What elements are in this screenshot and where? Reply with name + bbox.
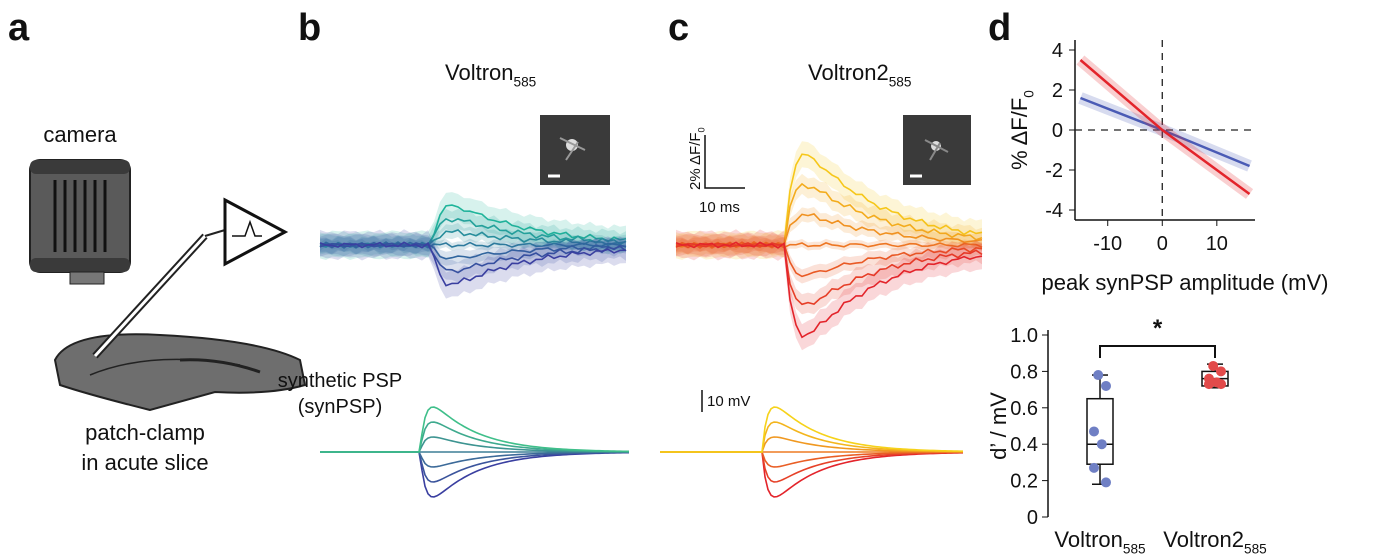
- trace: [319, 241, 627, 260]
- trace-band: [676, 173, 982, 258]
- panel-title: Voltron585: [445, 60, 536, 90]
- y-tick-label: 0: [1027, 507, 1038, 529]
- point: [1096, 439, 1107, 450]
- box: [1086, 397, 1114, 465]
- y-axis-label: % ΔF/F0: [1007, 90, 1037, 170]
- scale-dff-main: 2% ΔF/F: [687, 132, 704, 190]
- trace: [320, 451, 630, 483]
- trace: [319, 241, 627, 287]
- y-tick-label: 0.6: [1010, 398, 1038, 420]
- camera-label: camera: [43, 122, 117, 147]
- point: [1093, 370, 1104, 381]
- trace-band: [676, 232, 982, 315]
- trace: [675, 241, 983, 339]
- scale-dff-sub: 0: [697, 127, 707, 132]
- y-axis-label-main: % ΔF/F: [1007, 98, 1032, 170]
- voltron2-synpsp: [660, 406, 964, 498]
- point: [1089, 462, 1099, 473]
- y-axis-label-sub: 0: [1022, 90, 1037, 98]
- point: [1216, 379, 1226, 390]
- y-tick-label: 0.2: [1010, 471, 1038, 493]
- category-label-main: Voltron2: [1163, 527, 1244, 552]
- voltron-synpsp: [320, 406, 630, 498]
- scale-dff: 2% ΔF/F0: [687, 127, 707, 190]
- category-label-sub: 585: [1244, 542, 1267, 557]
- panel-title-main: Voltron: [445, 60, 514, 85]
- scale-time: 10 ms: [699, 199, 740, 216]
- panel-title-sub: 585: [514, 75, 537, 90]
- synpsp-label: (synPSP): [298, 396, 382, 418]
- y-tick-label: 0.8: [1010, 361, 1038, 383]
- y-tick-label: -4: [1045, 200, 1063, 222]
- y-tick-label: 0: [1052, 120, 1063, 142]
- trace: [320, 421, 630, 453]
- x-tick-label: 0: [1157, 233, 1168, 255]
- category-label-main: Voltron: [1054, 527, 1123, 552]
- significance-bracket: [1099, 345, 1216, 358]
- caption: in acute slice: [81, 450, 208, 475]
- scale-mv: 10 mV: [707, 393, 750, 410]
- y-tick-label: 0.4: [1010, 434, 1038, 456]
- trace: [320, 406, 630, 453]
- panel-title-sub: 585: [889, 75, 912, 90]
- caption: patch-clamp: [85, 420, 205, 445]
- synpsp-label: synthetic PSP: [278, 370, 403, 392]
- trace-band: [676, 229, 982, 351]
- point: [1101, 380, 1111, 391]
- trace: [660, 406, 964, 453]
- panel-title-main: Voltron2: [808, 60, 889, 85]
- category-label: Voltron585: [1054, 527, 1145, 557]
- voltron-responses: [319, 192, 627, 299]
- x-tick-label: -10: [1093, 233, 1122, 255]
- trace-band: [676, 238, 982, 252]
- panel-label: d: [988, 7, 1011, 49]
- trace: [660, 421, 964, 453]
- panel-label: c: [668, 7, 689, 49]
- scale-bars: [701, 135, 745, 412]
- point: [1101, 477, 1111, 488]
- series-line: [1079, 59, 1251, 196]
- point: [1204, 379, 1214, 390]
- trace-band: [676, 141, 982, 260]
- y-tick-label: 2: [1052, 80, 1063, 102]
- panel-title: Voltron2585: [808, 60, 911, 90]
- category-label: Voltron2585: [1163, 527, 1266, 557]
- trace: [660, 451, 964, 483]
- trace: [675, 242, 983, 278]
- y-tick-label: 1.0: [1010, 325, 1038, 347]
- y-tick-label: 4: [1052, 40, 1063, 62]
- x-axis-label: peak synPSP amplitude (mV): [1042, 270, 1329, 295]
- category-label-sub: 585: [1123, 542, 1146, 557]
- x-tick-label: 10: [1206, 233, 1228, 255]
- point: [1208, 360, 1219, 371]
- cell-image: [540, 115, 971, 185]
- point: [1089, 426, 1099, 437]
- voltron2-responses: [675, 141, 983, 351]
- point: [1216, 366, 1226, 377]
- y-tick-label: -2: [1045, 160, 1063, 182]
- annotation: *: [1153, 315, 1163, 342]
- setup-diagram: [29, 159, 307, 412]
- trace-band: [676, 235, 982, 284]
- y-axis-label: d’ / mV: [986, 392, 1011, 460]
- panel-label: a: [8, 7, 30, 49]
- panel-label: b: [298, 7, 321, 49]
